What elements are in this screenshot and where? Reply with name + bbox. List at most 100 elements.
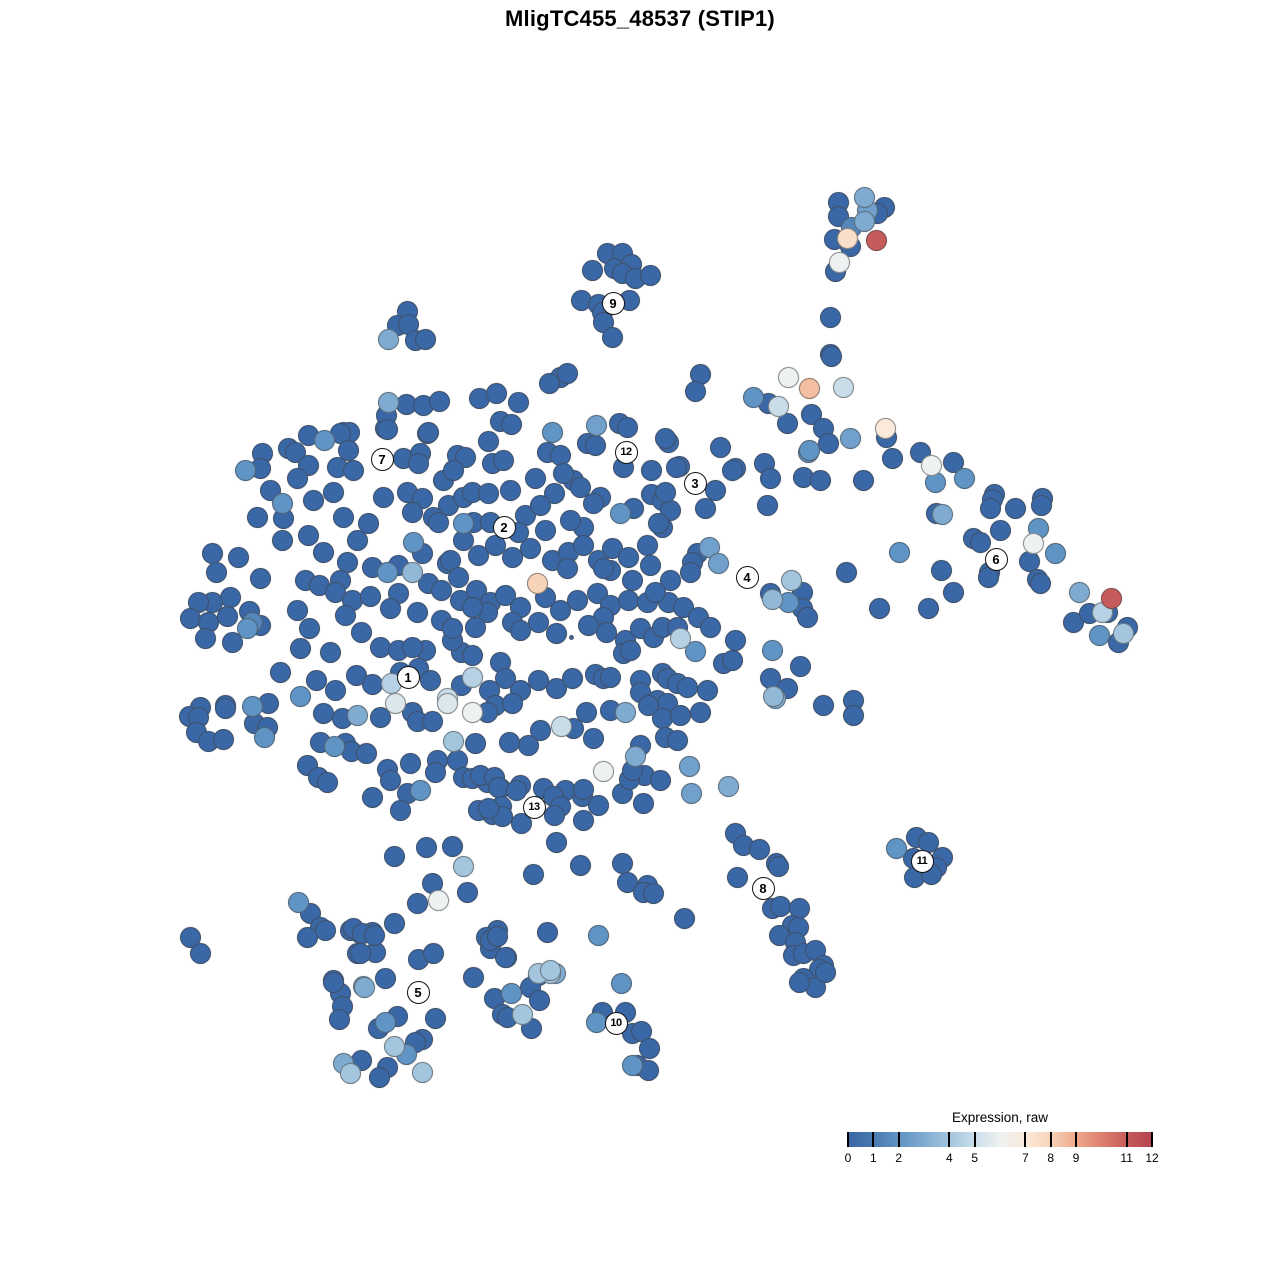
data-point bbox=[361, 786, 383, 808]
data-point bbox=[694, 497, 716, 519]
data-point bbox=[355, 742, 377, 764]
legend-tick-label: 5 bbox=[971, 1151, 978, 1165]
data-point bbox=[582, 727, 604, 749]
data-point bbox=[572, 778, 594, 800]
data-point bbox=[221, 631, 243, 653]
data-point bbox=[717, 775, 739, 797]
data-point bbox=[430, 579, 452, 601]
legend-tick-label: 0 bbox=[844, 1151, 852, 1165]
data-point bbox=[452, 855, 474, 877]
data-point bbox=[477, 482, 499, 504]
data-point bbox=[534, 519, 556, 541]
data-point bbox=[409, 779, 431, 801]
legend-tick bbox=[897, 1132, 900, 1147]
data-point bbox=[500, 413, 522, 435]
data-point bbox=[836, 227, 858, 249]
data-point bbox=[614, 701, 636, 723]
data-point bbox=[669, 704, 691, 726]
data-point bbox=[979, 497, 1001, 519]
legend-tick-label: 2 bbox=[895, 1151, 902, 1165]
data-point bbox=[334, 604, 356, 626]
data-point bbox=[407, 452, 429, 474]
data-point bbox=[312, 702, 334, 724]
data-point bbox=[1088, 624, 1110, 646]
data-point bbox=[1100, 587, 1122, 609]
data-point bbox=[201, 542, 223, 564]
data-point bbox=[319, 641, 341, 663]
data-point bbox=[842, 704, 864, 726]
data-point bbox=[640, 459, 662, 481]
data-point bbox=[359, 585, 381, 607]
data-point bbox=[494, 946, 516, 968]
data-point bbox=[436, 692, 458, 714]
cluster-label-1: 1 bbox=[396, 665, 420, 689]
data-point bbox=[456, 881, 478, 903]
data-point bbox=[401, 636, 423, 658]
data-point bbox=[689, 701, 711, 723]
data-point bbox=[349, 942, 371, 964]
data-point bbox=[427, 511, 449, 533]
data-point bbox=[415, 836, 437, 858]
data-point bbox=[494, 667, 516, 689]
data-point bbox=[767, 395, 789, 417]
data-point bbox=[289, 685, 311, 707]
data-point bbox=[644, 581, 666, 603]
data-point bbox=[324, 679, 346, 701]
data-point bbox=[501, 692, 523, 714]
data-point bbox=[680, 782, 702, 804]
cluster-label-8: 8 bbox=[751, 876, 775, 900]
data-point bbox=[1004, 497, 1026, 519]
data-point bbox=[401, 561, 423, 583]
data-point bbox=[679, 561, 701, 583]
data-point bbox=[852, 469, 874, 491]
data-point bbox=[427, 889, 449, 911]
data-point bbox=[486, 925, 508, 947]
data-point bbox=[402, 531, 424, 553]
data-point bbox=[917, 597, 939, 619]
data-point bbox=[527, 611, 549, 633]
legend-tick bbox=[872, 1132, 875, 1147]
data-point bbox=[953, 467, 975, 489]
data-point bbox=[704, 479, 726, 501]
data-point bbox=[707, 552, 729, 574]
data-point bbox=[742, 386, 764, 408]
data-point bbox=[500, 982, 522, 1004]
data-point bbox=[639, 554, 661, 576]
data-point bbox=[477, 430, 499, 452]
data-point bbox=[441, 835, 463, 857]
data-point bbox=[297, 524, 319, 546]
data-point bbox=[524, 467, 546, 489]
data-point bbox=[796, 606, 818, 628]
data-point bbox=[777, 366, 799, 388]
data-point bbox=[477, 797, 499, 819]
data-point bbox=[322, 481, 344, 503]
data-point bbox=[556, 557, 578, 579]
data-point bbox=[649, 769, 671, 791]
data-point bbox=[788, 971, 810, 993]
data-point bbox=[461, 701, 483, 723]
data-point bbox=[461, 644, 483, 666]
data-point bbox=[376, 561, 398, 583]
data-point bbox=[447, 566, 469, 588]
data-point bbox=[853, 210, 875, 232]
data-point bbox=[592, 557, 614, 579]
cluster-label-9: 9 bbox=[601, 291, 625, 315]
data-point bbox=[865, 229, 887, 251]
data-point bbox=[342, 459, 364, 481]
data-point bbox=[376, 418, 398, 440]
cluster-label-12: 12 bbox=[614, 440, 638, 464]
data-point bbox=[759, 467, 781, 489]
data-point bbox=[539, 959, 561, 981]
cluster-label-10: 10 bbox=[604, 1011, 628, 1035]
data-point bbox=[527, 669, 549, 691]
data-point bbox=[286, 599, 308, 621]
data-point bbox=[322, 971, 344, 993]
data-point bbox=[814, 961, 836, 983]
data-point bbox=[253, 726, 275, 748]
data-point bbox=[298, 617, 320, 639]
data-point bbox=[357, 512, 379, 534]
data-point bbox=[684, 380, 706, 402]
data-point bbox=[179, 926, 201, 948]
cluster-label-7: 7 bbox=[370, 447, 394, 471]
data-point bbox=[414, 328, 436, 350]
